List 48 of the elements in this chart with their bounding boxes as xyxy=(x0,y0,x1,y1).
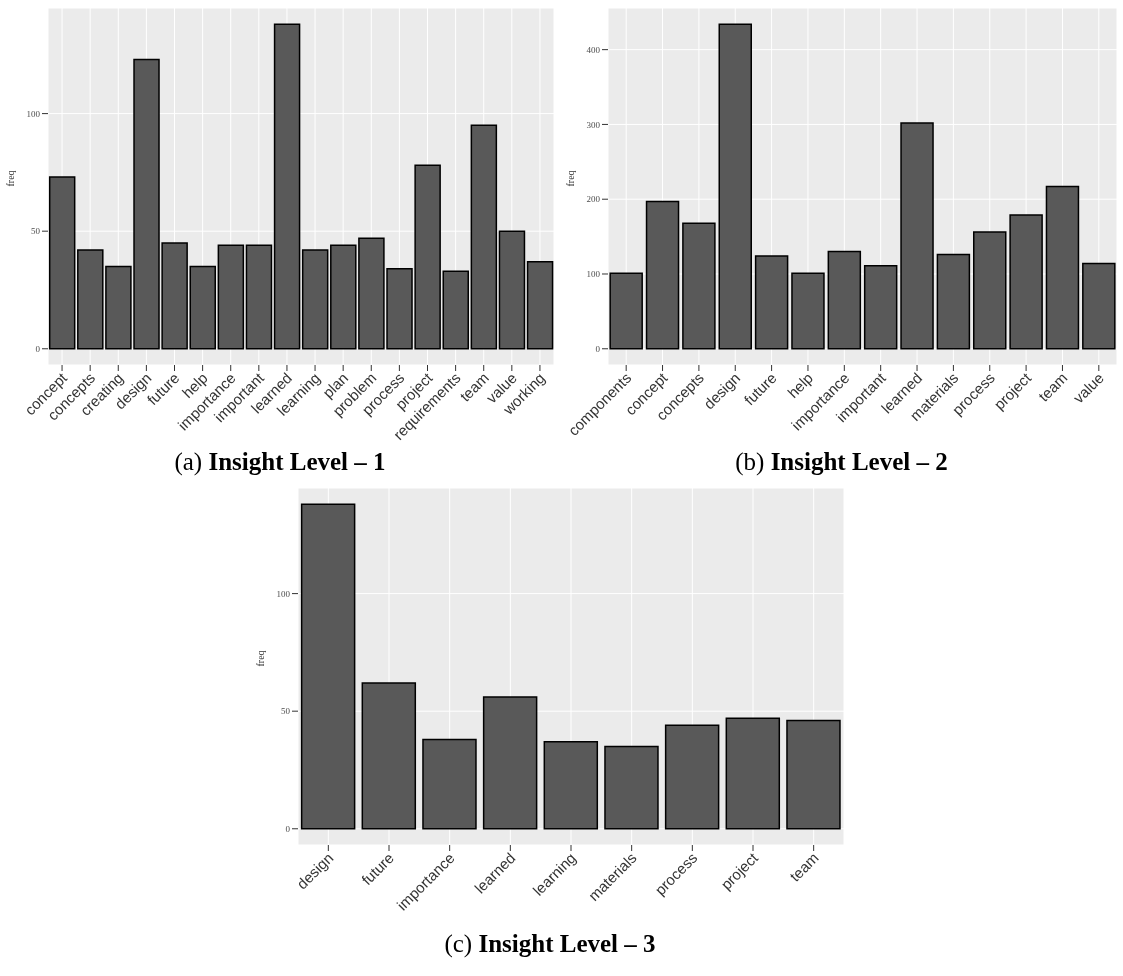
y-tick-label: 0 xyxy=(595,343,601,354)
bar xyxy=(422,738,477,830)
bar xyxy=(786,719,841,830)
y-tick-label: 100 xyxy=(26,108,41,119)
bar xyxy=(645,200,680,350)
bar xyxy=(863,265,898,350)
y-tick-label: 50 xyxy=(31,226,41,237)
bar xyxy=(498,230,526,350)
y-tick-label: 50 xyxy=(281,706,291,717)
text: (a) Insight Level – 1 xyxy=(173,448,387,476)
bar xyxy=(482,696,538,830)
y-axis-title: freq xyxy=(4,170,16,187)
y-tick-label: 100 xyxy=(586,269,601,280)
y-tick-label: 100 xyxy=(276,588,291,599)
y-tick-label: 200 xyxy=(586,194,601,205)
bar xyxy=(217,244,245,350)
y-axis-title: freq xyxy=(564,170,576,187)
bar xyxy=(301,249,329,350)
text: (b) Insight Level – 2 xyxy=(734,448,949,476)
bar xyxy=(827,250,862,350)
y-tick-label: 0 xyxy=(35,343,41,354)
bar xyxy=(682,222,716,350)
bar xyxy=(300,503,356,830)
bar xyxy=(973,231,1007,350)
bar xyxy=(1082,262,1116,350)
bar xyxy=(1009,214,1043,350)
bar xyxy=(543,741,599,830)
y-tick-label: 0 xyxy=(285,823,291,834)
bar xyxy=(791,272,825,350)
bar xyxy=(470,124,498,350)
y-axis-title: freq xyxy=(254,650,266,667)
bar xyxy=(936,253,971,350)
bar xyxy=(664,724,720,830)
bar xyxy=(48,176,76,350)
bar xyxy=(725,717,781,830)
bar xyxy=(900,122,934,350)
y-tick-label: 300 xyxy=(586,119,601,130)
bar xyxy=(718,23,752,350)
bar xyxy=(609,272,643,350)
bar xyxy=(526,261,554,350)
y-tick-label: 400 xyxy=(586,44,601,55)
bar xyxy=(754,255,789,350)
bar xyxy=(604,745,659,830)
bar xyxy=(245,244,273,350)
text: (c) Insight Level – 3 xyxy=(443,930,657,958)
bar xyxy=(273,23,301,350)
bar xyxy=(361,682,417,830)
bar xyxy=(1045,185,1080,350)
